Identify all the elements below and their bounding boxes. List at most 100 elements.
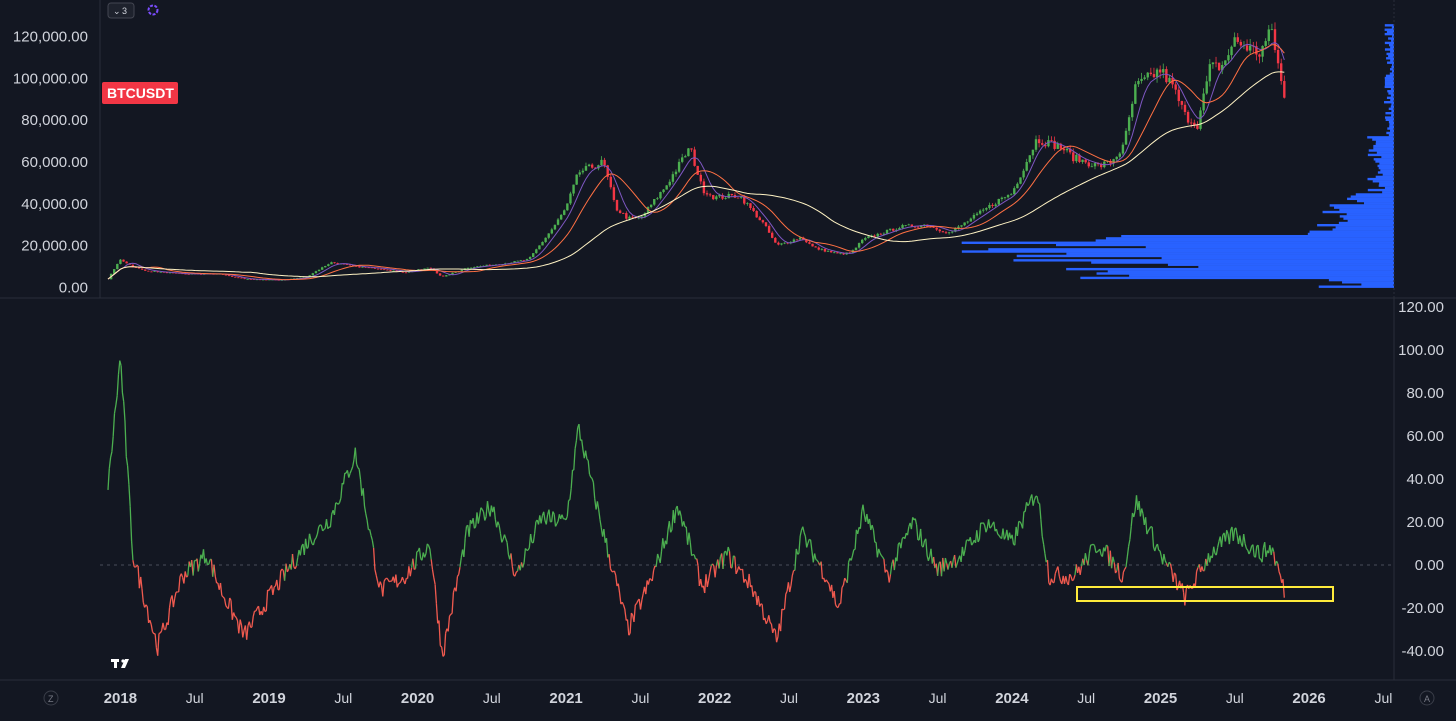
oscillator-segment [1104, 544, 1108, 552]
oscillator-segment [117, 360, 121, 375]
oscillator-segment [1271, 547, 1275, 552]
oscillator-segment [120, 365, 124, 393]
oscillator-segment [481, 509, 485, 513]
oscillator-segment [375, 575, 379, 582]
oscillator-segment [374, 569, 377, 576]
candle-body [600, 159, 603, 166]
candle-body [125, 261, 128, 264]
oscillator-segment [1028, 498, 1032, 505]
candle-body [898, 228, 901, 230]
oscillator-segment [286, 569, 290, 573]
candle-body [401, 271, 405, 273]
candle-body [1211, 62, 1215, 65]
volume-profile-bar [1385, 118, 1394, 121]
volume-profile-bar [1386, 131, 1394, 135]
candle-body [1078, 154, 1081, 162]
price-axis-label: 120,000.00 [13, 29, 88, 46]
candle-body [1180, 101, 1184, 105]
candle-body [1258, 54, 1261, 57]
candle-body [1090, 166, 1094, 168]
oscillator-segment [1002, 528, 1005, 540]
time-axis[interactable]: 2018 Jul 2019 Jul 2020 Jul 2021 Jul 2022 Jul 2023 J… [104, 690, 1393, 707]
oscillator-segment [1215, 547, 1219, 556]
candle-body [476, 266, 479, 268]
volume-profile-bar [1386, 57, 1394, 60]
time-axis-label: Jul [186, 690, 204, 706]
oscillator-segment [569, 488, 572, 500]
oscillator-segment [319, 524, 322, 526]
oscillator-segment [1021, 511, 1025, 529]
candle-body [1193, 122, 1196, 126]
price-pane[interactable] [107, 22, 1394, 288]
oscillator-segment [501, 538, 504, 543]
oscillator-axis-label: 100.00 [1398, 342, 1444, 359]
candle-body [311, 273, 315, 276]
candle-body [774, 237, 777, 243]
timezone-button[interactable] [43, 690, 59, 706]
oscillator-segment [964, 540, 968, 551]
oscillator-segment [439, 645, 443, 648]
candle-body [758, 217, 761, 221]
oscillator-segment [714, 565, 718, 578]
candle-body [367, 267, 370, 269]
oscillator-segment [1141, 508, 1144, 514]
auto-scale-button[interactable] [1419, 690, 1435, 706]
auto-scale-label: A [1424, 694, 1430, 704]
oscillator-segment [358, 469, 362, 480]
candle-body [1056, 143, 1059, 149]
oscillator-segment [768, 615, 771, 623]
oscillator-segment [1125, 556, 1128, 568]
oscillator-segment [533, 521, 537, 534]
candle-body [712, 195, 715, 200]
oscillator-segment [545, 514, 549, 525]
candle-body [370, 267, 374, 269]
oscillator-segment [267, 589, 270, 592]
oscillator-segment [141, 588, 144, 603]
oscillator-pane[interactable] [100, 360, 1394, 657]
volume-profile-bar [1390, 59, 1394, 62]
oscillator-segment [172, 598, 176, 608]
candle-body [622, 212, 625, 214]
oscillator-segment [744, 578, 748, 582]
volume-profile-bar [1107, 270, 1394, 273]
candle-body [991, 204, 994, 206]
volume-profile-bar [1391, 26, 1394, 29]
symbol-badge[interactable] [102, 82, 178, 104]
oscillator-segment [1194, 571, 1198, 587]
oscillator-segment [989, 526, 992, 529]
oscillator-segment [1093, 545, 1097, 553]
candle-body [466, 267, 470, 269]
candle-body [1239, 41, 1243, 46]
candle-body [895, 229, 898, 231]
candle-body [460, 269, 464, 272]
oscillator-axis[interactable]: 120.00 100.00 80.00 60.00 40.00 20.00 0.00 -20.… [1398, 299, 1444, 660]
oscillator-segment [522, 562, 525, 568]
candle-body [1224, 60, 1227, 65]
oscillator-segment [1070, 576, 1073, 581]
oscillator-segment [337, 502, 341, 505]
time-axis-label: 2026 [1292, 690, 1325, 707]
volume-profile-bar [1391, 109, 1394, 113]
volume-profile-bar [1105, 237, 1394, 240]
oscillator-segment [1046, 560, 1050, 583]
oscillator-segment [775, 636, 779, 643]
oscillator-segment [295, 557, 299, 567]
candle-body [609, 176, 613, 188]
oscillator-segment [598, 509, 601, 520]
layout-toggle-button[interactable] [107, 2, 135, 19]
volume-profile-bar [1016, 254, 1394, 258]
oscillator-segment [927, 556, 931, 561]
candle-body [612, 187, 616, 200]
volume-profile-bar [1390, 46, 1394, 49]
volume-profile-bar [1388, 120, 1394, 124]
oscillator-segment [552, 511, 555, 515]
volume-profile-bar [1378, 166, 1394, 170]
candle-body [739, 196, 743, 198]
oscillator-segment [906, 526, 910, 536]
candle-body [668, 181, 671, 186]
candle-body [550, 229, 554, 234]
oscillator-segment [505, 538, 508, 543]
price-axis[interactable]: 120,000.00 100,000.00 80,000.00 60,000.00 40… [13, 29, 88, 297]
highlight-rectangle[interactable] [1076, 586, 1334, 602]
